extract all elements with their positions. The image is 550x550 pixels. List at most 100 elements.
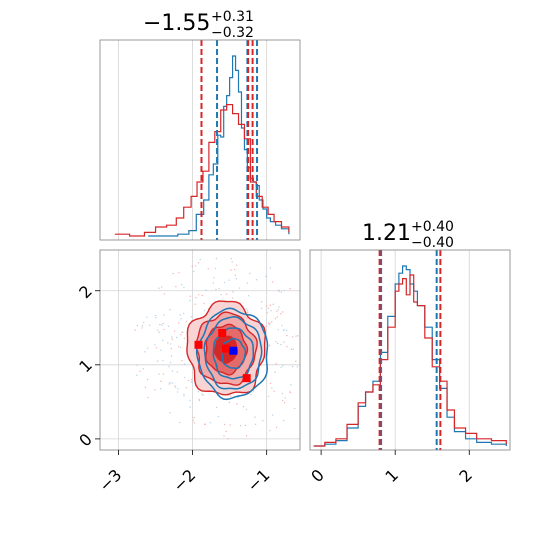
bottom-left-sample-dot (270, 309, 272, 312)
bottom-left-blue-point-0 (229, 346, 238, 355)
bottom-left-sample-dot (199, 258, 201, 261)
bottom-left-sample-dot (236, 403, 238, 405)
bottom-left-sample-dot (171, 382, 173, 384)
bottom-left-sample-dot (295, 360, 297, 363)
bottom-left-sample-dot (154, 389, 156, 391)
bottom-left-sample-dot (143, 321, 145, 324)
bottom-left-sample-dot (160, 349, 162, 351)
bottom-left-sample-dot (231, 261, 233, 263)
bottom-left-sample-dot (281, 311, 284, 313)
bottom-left-sample-dot (189, 295, 192, 297)
top-left-title-lower: −0.32 (211, 25, 254, 41)
bottom-right-frame (309, 249, 511, 451)
bottom-left-sample-dot (144, 351, 146, 353)
bottom-left-sample-dot (177, 345, 180, 348)
bottom-left-sample-dot (245, 308, 247, 310)
bottom-left-sample-dot (178, 421, 181, 424)
bottom-left-sample-dot (268, 395, 270, 398)
bottom-left-sample-dot (189, 300, 191, 302)
bottom-left-sample-dot (136, 374, 138, 376)
bottom-left-sample-dot (262, 419, 264, 422)
bottom-left-sample-dot (159, 323, 161, 326)
bottom-left-sample-dot (245, 435, 248, 437)
bottom-left-sample-dot (271, 321, 273, 323)
bottom-left-sample-dot (144, 386, 147, 388)
bottom-left-sample-dot (225, 430, 227, 433)
bottom-left-sample-dot (212, 282, 215, 284)
bottom-left-sample-dot (187, 379, 190, 382)
bottom-left-sample-dot (183, 395, 185, 397)
bottom-left-sample-dot (201, 393, 203, 395)
bottom-left-sample-dot (170, 343, 172, 345)
bottom-left-red-point-1 (218, 328, 227, 337)
bottom-left-sample-dot (247, 309, 249, 311)
bottom-left-sample-dot (289, 391, 292, 394)
bottom-left-sample-dot (213, 277, 215, 279)
bottom-left-sample-dot (280, 312, 282, 315)
bottom-left-sample-dot (136, 364, 138, 366)
bottom-left-sample-dot (189, 406, 191, 408)
bottom-left-sample-dot (156, 360, 159, 362)
bottom-left-sample-dot (215, 288, 217, 291)
bottom-left-sample-dot (260, 307, 263, 310)
bottom-left-sample-dot (293, 407, 296, 410)
bottom-right-xtick-label-2: 2 (455, 465, 476, 486)
bottom-left-sample-dot (228, 279, 230, 281)
bottom-left-sample-dot (173, 330, 176, 332)
bottom-left-sample-dot (295, 335, 297, 337)
bottom-left-sample-dot (281, 324, 283, 327)
bottom-left-sample-dot (201, 294, 204, 297)
bottom-left-sample-dot (242, 405, 245, 408)
bottom-left-sample-dot (142, 368, 145, 370)
bottom-left-sample-dot (191, 381, 194, 384)
bottom-left-sample-dot (197, 262, 200, 264)
bottom-left-sample-dot (162, 339, 164, 342)
bottom-left-sample-dot (209, 422, 212, 424)
bottom-left-sample-dot (181, 331, 183, 333)
bottom-left-sample-dot (174, 386, 177, 388)
bottom-left-sample-dot (215, 406, 218, 409)
bottom-left-red-point-0 (194, 340, 203, 349)
bottom-left-sample-dot (146, 347, 149, 349)
bottom-left-blue-contour-0 (220, 337, 247, 370)
bottom-left-sample-dot (147, 396, 149, 399)
bottom-left-sample-dot (177, 388, 179, 390)
bottom-left-sample-dot (247, 295, 250, 297)
bottom-left-sample-dot (229, 424, 231, 426)
bottom-left-sample-dot (269, 430, 271, 432)
bottom-left-sample-dot (252, 390, 255, 392)
bottom-left-sample-dot (161, 324, 163, 327)
bottom-left-sample-dot (232, 291, 234, 293)
bottom-left-sample-dot (275, 340, 277, 343)
bottom-left-sample-dot (269, 267, 272, 269)
bottom-left-sample-dot (162, 322, 164, 325)
bottom-left-sample-dot (192, 419, 194, 422)
bottom-left-sample-dot (174, 385, 176, 387)
bottom-left-sample-dot (158, 287, 160, 289)
bottom-left-sample-dot (289, 288, 291, 290)
bottom-left-sample-dot (207, 268, 209, 270)
bottom-left-sample-dot (157, 329, 159, 331)
bottom-left-sample-dot (254, 423, 257, 426)
bottom-left-sample-dot (268, 323, 271, 326)
bottom-left-sample-dot (172, 272, 174, 275)
bottom-left-blue-contour-2 (203, 316, 263, 390)
bottom-left-sample-dot (282, 419, 285, 422)
bottom-left-sample-dot (180, 318, 182, 320)
bottom-left-red-point-2 (221, 344, 230, 353)
bottom-left-sample-dot (185, 387, 187, 389)
bottom-left-sample-dot (238, 287, 241, 289)
bottom-left-sample-dot (276, 310, 278, 312)
bottom-left-sample-dot (163, 314, 165, 316)
bottom-left-sample-dot (171, 370, 174, 372)
bottom-left-sample-dot (220, 294, 222, 296)
bottom-left-blue-contour-3 (195, 307, 269, 401)
bottom-left-sample-dot (175, 336, 178, 339)
bottom-left-sample-dot (215, 257, 218, 260)
bottom-left-ytick-label-0: 0 (75, 430, 96, 451)
bottom-left-xtick-label-2: −1 (243, 465, 273, 495)
bottom-left-sample-dot (265, 305, 268, 307)
bottom-right-title-value: 1.21 (362, 221, 411, 246)
bottom-left-sample-dot (141, 324, 144, 327)
bottom-left-sample-dot (290, 348, 293, 350)
